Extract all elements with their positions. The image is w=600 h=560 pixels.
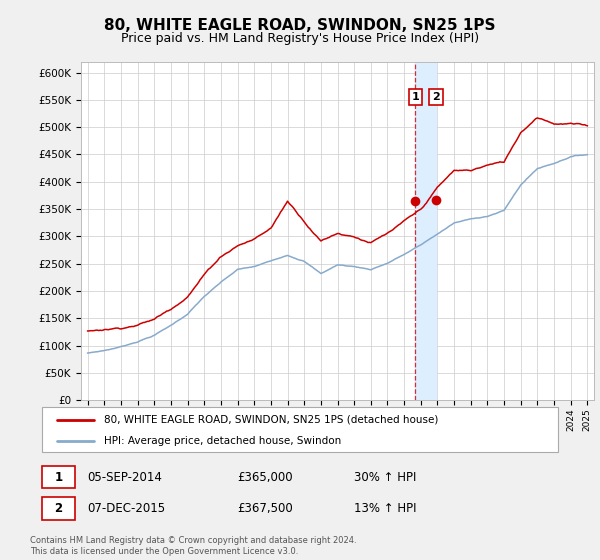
Bar	[415, 62, 436, 400]
Text: 13% ↑ HPI: 13% ↑ HPI	[354, 502, 416, 515]
FancyBboxPatch shape	[42, 407, 558, 452]
Text: 30% ↑ HPI: 30% ↑ HPI	[354, 470, 416, 484]
Text: 2: 2	[55, 502, 62, 515]
Text: 80, WHITE EAGLE ROAD, SWINDON, SN25 1PS (detached house): 80, WHITE EAGLE ROAD, SWINDON, SN25 1PS …	[104, 414, 438, 424]
Text: £367,500: £367,500	[237, 502, 293, 515]
Text: 1: 1	[55, 470, 62, 484]
Text: 07-DEC-2015: 07-DEC-2015	[87, 502, 165, 515]
Text: HPI: Average price, detached house, Swindon: HPI: Average price, detached house, Swin…	[104, 436, 341, 446]
Text: Contains HM Land Registry data © Crown copyright and database right 2024.
This d: Contains HM Land Registry data © Crown c…	[30, 536, 356, 556]
Text: £365,000: £365,000	[237, 470, 293, 484]
Text: 80, WHITE EAGLE ROAD, SWINDON, SN25 1PS: 80, WHITE EAGLE ROAD, SWINDON, SN25 1PS	[104, 18, 496, 33]
Text: 1: 1	[412, 92, 419, 102]
Text: Price paid vs. HM Land Registry's House Price Index (HPI): Price paid vs. HM Land Registry's House …	[121, 32, 479, 45]
Text: 05-SEP-2014: 05-SEP-2014	[87, 470, 162, 484]
Text: 2: 2	[432, 92, 440, 102]
